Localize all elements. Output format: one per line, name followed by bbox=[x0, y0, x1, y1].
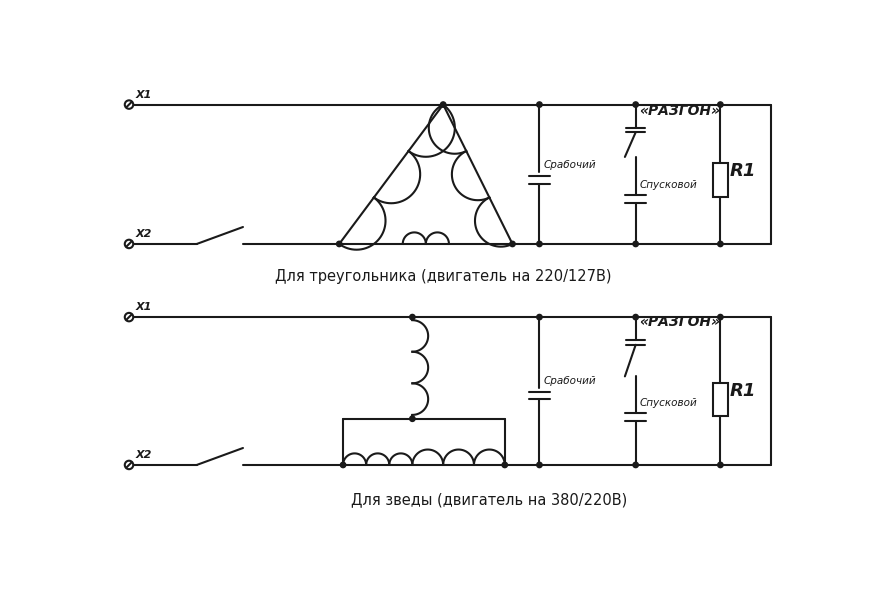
Circle shape bbox=[632, 314, 637, 320]
Circle shape bbox=[536, 241, 542, 247]
Circle shape bbox=[536, 102, 542, 107]
Circle shape bbox=[340, 462, 345, 468]
Text: Спусковой: Спусковой bbox=[639, 180, 696, 190]
Circle shape bbox=[632, 241, 637, 247]
Circle shape bbox=[632, 462, 637, 468]
Circle shape bbox=[536, 462, 542, 468]
Text: R1: R1 bbox=[729, 382, 755, 400]
Text: Для треугольника (двигатель на 220/127В): Для треугольника (двигатель на 220/127В) bbox=[275, 268, 611, 284]
Circle shape bbox=[409, 314, 414, 320]
Circle shape bbox=[125, 461, 133, 469]
Circle shape bbox=[632, 102, 637, 107]
Text: «РАЗГОН»: «РАЗГОН» bbox=[639, 104, 720, 117]
Text: X1: X1 bbox=[135, 90, 151, 100]
Circle shape bbox=[716, 102, 723, 107]
Text: X2: X2 bbox=[135, 229, 151, 239]
Text: X2: X2 bbox=[135, 450, 151, 460]
Circle shape bbox=[125, 240, 133, 248]
Text: «РАЗГОН»: «РАЗГОН» bbox=[639, 315, 720, 329]
Circle shape bbox=[716, 314, 723, 320]
Circle shape bbox=[536, 314, 542, 320]
Circle shape bbox=[509, 241, 515, 247]
Circle shape bbox=[125, 313, 133, 321]
Text: Срабочий: Срабочий bbox=[543, 376, 595, 386]
Text: Срабочий: Срабочий bbox=[543, 161, 595, 170]
Circle shape bbox=[440, 102, 445, 107]
Text: R1: R1 bbox=[729, 162, 755, 180]
Text: Спусковой: Спусковой bbox=[639, 398, 696, 408]
Circle shape bbox=[501, 462, 507, 468]
Bar bbox=[712, 382, 727, 417]
Text: X1: X1 bbox=[135, 302, 151, 312]
Bar bbox=[712, 163, 727, 197]
Circle shape bbox=[336, 241, 342, 247]
Circle shape bbox=[716, 241, 723, 247]
Circle shape bbox=[409, 416, 414, 421]
Circle shape bbox=[125, 101, 133, 109]
Text: Для зведы (двигатель на 380/220В): Для зведы (двигатель на 380/220В) bbox=[351, 492, 627, 507]
Circle shape bbox=[716, 462, 723, 468]
